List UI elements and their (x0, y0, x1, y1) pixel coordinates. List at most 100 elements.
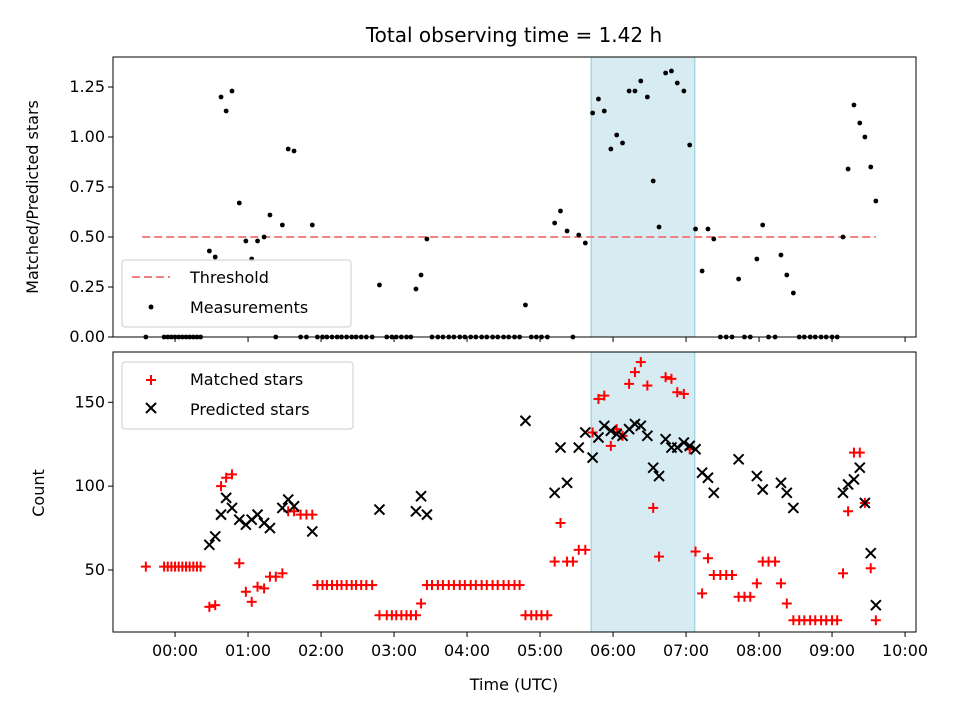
predicted-star-point (415, 490, 427, 502)
axes-frame (112, 351, 917, 633)
matched-star-point (770, 556, 781, 567)
predicted-star-mark-b (708, 487, 720, 499)
matched-star-point (140, 561, 151, 572)
predicted-star-point (732, 453, 745, 466)
predicted-star-mark-b (865, 547, 877, 559)
measurement-point (206, 248, 212, 254)
measurement-point (681, 88, 687, 94)
measurement-point (626, 88, 632, 94)
measurement-point (736, 276, 742, 282)
legend-predicted-label: Predicted stars (190, 400, 310, 419)
y-tick-label: 1.25 (69, 77, 105, 96)
predicted-star-mark-b (276, 502, 289, 514)
matched-star-point (599, 390, 610, 401)
measurement-point (778, 252, 784, 258)
measurement-point (784, 272, 790, 278)
x-tick-label: 02:00 (298, 641, 344, 660)
predicted-star-mark-b (671, 441, 683, 454)
predicted-star-mark-b (415, 490, 427, 502)
measurement-point (693, 226, 698, 232)
predicted-star-point (561, 477, 573, 489)
matched-star-point (870, 615, 881, 626)
predicted-star-point (264, 522, 276, 534)
predicted-star-point (751, 470, 763, 482)
x-tick-label: 09:00 (809, 641, 855, 660)
matched-star-point (751, 578, 762, 589)
predicted-star-point (251, 508, 264, 521)
measurement-point (267, 212, 273, 218)
predicted-star-point (215, 508, 227, 521)
predicted-star-point (233, 513, 245, 526)
predicted-star-mark-b (561, 477, 573, 489)
measurement-point (632, 88, 638, 94)
predicted-star-mark-b (421, 508, 433, 521)
count-panel: 50 100 150 00:00 01:00 02:00 03:00 04:00 05:00 06… (29, 351, 928, 694)
measurement-point (212, 254, 218, 260)
measurement-point (552, 220, 558, 226)
measurement-point (523, 302, 528, 308)
measurement-point (638, 78, 644, 84)
predicted-star-point (226, 502, 238, 514)
measurement-point (564, 228, 570, 234)
predicted-star-mark-b (756, 483, 769, 496)
x-tick-label: 06:00 (590, 641, 636, 660)
x-axis-label: Time (UTC) (469, 675, 558, 694)
matched-star-point (843, 506, 854, 517)
measurement-point (243, 238, 249, 244)
predicted-star-mark-b (258, 517, 270, 529)
predicted-star-mark-b (854, 461, 866, 474)
ratio-plot-area: 0.00 0.25 0.50 0.75 1.00 1.25 (69, 56, 917, 346)
predicted-star-point (592, 431, 605, 444)
measurement-point (377, 282, 382, 288)
legend-matched-label: Matched stars (190, 370, 303, 389)
measurement-point (218, 94, 224, 100)
y-tick-label: 50 (85, 560, 105, 579)
predicted-star-point (702, 472, 714, 484)
matched-star-point (216, 481, 227, 492)
matched-star-point (234, 558, 245, 569)
predicted-star-mark-b (233, 513, 245, 526)
y-tick-label: 0.50 (69, 227, 105, 246)
ratio-legend-box (121, 259, 352, 328)
matched-star-point (549, 556, 560, 567)
measurement-point (309, 222, 315, 228)
matched-star-point (672, 387, 683, 398)
matched-star-point (654, 551, 665, 562)
predicted-star-point (647, 461, 659, 474)
y-tick-label: 150 (74, 392, 105, 411)
predicted-star-mark-b (848, 473, 860, 486)
measurement-point (845, 166, 851, 172)
predicted-star-mark-b (548, 487, 561, 499)
predicted-star-point (548, 487, 561, 499)
x-tick-label: 01:00 (225, 641, 271, 660)
predicted-star-point (865, 547, 877, 559)
count-legend: Matched stars Predicted stars (121, 361, 354, 430)
predicted-star-point (586, 451, 599, 464)
ratio-panel: Total observing time = 1.42 h 0.000.250.… (23, 23, 917, 346)
predicted-star-point (203, 539, 216, 551)
matched-star-point (226, 469, 237, 480)
measurement-point (674, 80, 680, 86)
legend-predicted-swatch (145, 402, 157, 414)
measurement-point (261, 234, 267, 240)
matched-star-point (690, 546, 701, 557)
matched-star-point (221, 472, 232, 483)
matched-star-point (555, 518, 566, 529)
predicted-star-point (421, 508, 433, 521)
matched-star-point (367, 580, 378, 591)
predicted-star-point (859, 497, 871, 509)
matched-star-point (832, 615, 843, 626)
measurement-point (582, 240, 588, 246)
matched-star-point (259, 583, 270, 594)
predicted-star-mark-b (653, 470, 665, 482)
legend-measurements-swatch (148, 304, 154, 310)
predicted-star-mark-b (610, 428, 623, 440)
predicted-star-mark-b (837, 487, 849, 499)
measurement-point (687, 142, 693, 148)
predicted-star-mark-b (573, 441, 585, 454)
matched-star-point (514, 580, 525, 591)
legend-matched-swatch (146, 375, 156, 385)
highlight-band (590, 351, 696, 633)
predicted-star-mark-b (215, 508, 227, 521)
measurement-point (754, 256, 760, 262)
